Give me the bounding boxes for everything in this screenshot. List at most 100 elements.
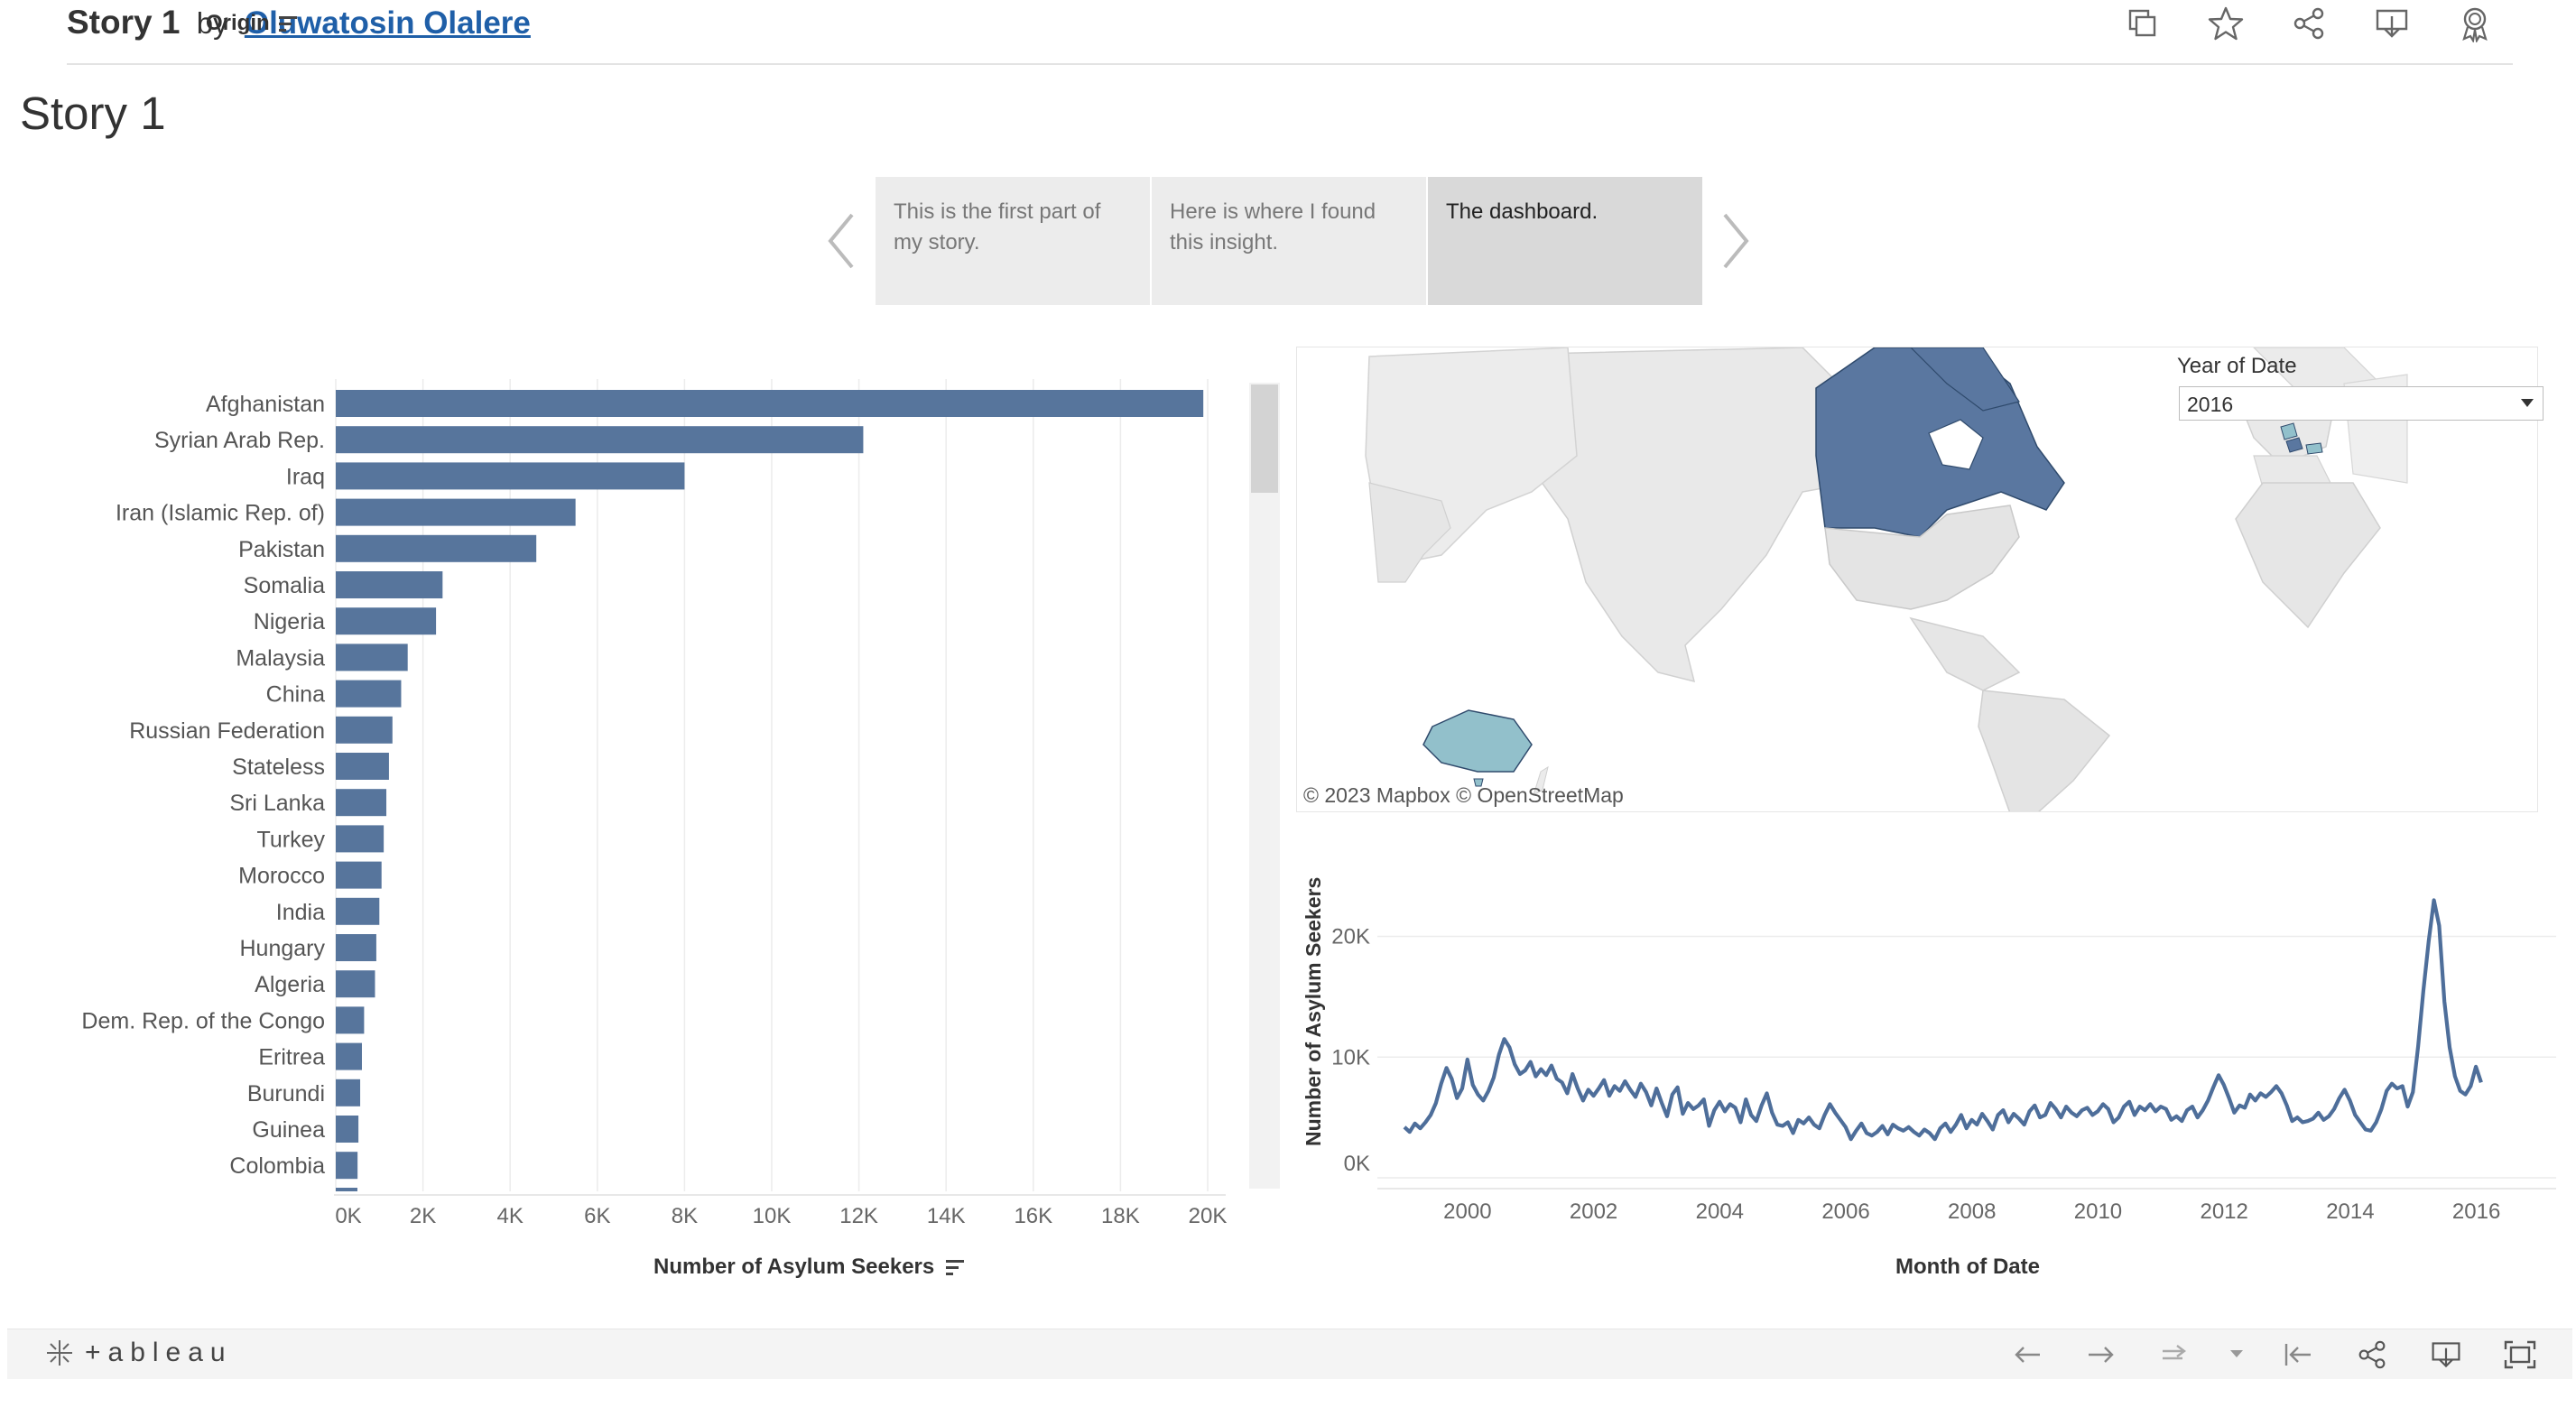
bar-category-label: Iraq bbox=[286, 464, 325, 489]
badge-icon[interactable] bbox=[2457, 4, 2493, 43]
fullscreen-icon[interactable] bbox=[2500, 1337, 2540, 1373]
undo-icon[interactable] bbox=[2007, 1337, 2047, 1373]
by-label: by bbox=[196, 6, 228, 40]
tableau-footer: +ableau bbox=[7, 1329, 2572, 1379]
bar-category-label: Malaysia bbox=[236, 645, 325, 671]
favorite-star-icon[interactable] bbox=[2208, 4, 2244, 43]
map-attribution[interactable]: © 2023 Mapbox © OpenStreetMap bbox=[1303, 783, 1624, 807]
bar-mark bbox=[336, 1079, 361, 1107]
bar-mark bbox=[336, 1006, 365, 1034]
share-icon[interactable] bbox=[2291, 4, 2327, 43]
origin-header-label: Origin bbox=[206, 11, 270, 35]
previous-story-point-button[interactable] bbox=[823, 209, 859, 273]
line-y-tick-label: 20K bbox=[1331, 925, 1370, 949]
bar-x-tick-label: 12K bbox=[839, 1204, 878, 1228]
bar-x-tick-label: 10K bbox=[753, 1204, 792, 1228]
bar-chart-scrollbar[interactable] bbox=[1249, 383, 1280, 1189]
bar-category-label: Burundi bbox=[247, 1081, 325, 1107]
bar-category-label: Hungary bbox=[240, 936, 326, 961]
year-filter-title: Year of Date bbox=[2177, 354, 2297, 378]
chevron-right-icon bbox=[1723, 213, 1749, 269]
bar-category-label: Russian Federation bbox=[129, 718, 325, 744]
share-icon[interactable] bbox=[2352, 1337, 2392, 1373]
story-point-2[interactable]: Here is where I found this insight. bbox=[1152, 177, 1426, 305]
chevron-left-icon bbox=[828, 213, 854, 269]
story-point-3[interactable]: The dashboard. bbox=[1428, 177, 1702, 305]
bar-mark bbox=[336, 716, 393, 744]
story-title: Story 1 bbox=[20, 88, 166, 139]
redo-icon[interactable] bbox=[2081, 1337, 2121, 1373]
bar-category-label: Turkey bbox=[257, 827, 326, 852]
line-x-tick-label: 2006 bbox=[1821, 1199, 1869, 1224]
line-x-tick-label: 2008 bbox=[1948, 1199, 1996, 1224]
bar-x-axis-title[interactable]: Number of Asylum Seekers bbox=[653, 1255, 966, 1280]
download-icon[interactable] bbox=[2426, 1337, 2466, 1373]
bar-x-tick-label: 18K bbox=[1101, 1204, 1140, 1228]
line-y-tick-label: 0K bbox=[1344, 1152, 1370, 1176]
line-y-axis-title: Number of Asylum Seekers bbox=[1302, 876, 1325, 1146]
bar-category-label: Sri Lanka bbox=[229, 791, 325, 816]
bar-x-tick-label: 0K bbox=[335, 1204, 361, 1228]
tableau-logo[interactable]: +ableau bbox=[43, 1337, 233, 1369]
bar-mark-partial bbox=[336, 1188, 357, 1191]
map-canvas[interactable] bbox=[1297, 347, 2538, 812]
bar-category-label: Somalia bbox=[244, 573, 325, 598]
bar-mark bbox=[336, 934, 376, 961]
tableau-logo-icon bbox=[47, 1340, 72, 1366]
footer-toolbar bbox=[2007, 1337, 2540, 1373]
bar-x-tick-label: 6K bbox=[584, 1204, 610, 1228]
header-bar: Story 1 by Oluwatosin Olalere bbox=[0, 0, 2576, 65]
bar-x-axis-label: Number of Asylum Seekers bbox=[653, 1255, 935, 1279]
download-icon[interactable] bbox=[2374, 4, 2410, 43]
sort-icon[interactable] bbox=[945, 1259, 966, 1277]
bar-x-tick-label: 4K bbox=[497, 1204, 524, 1228]
bar-chart-scroll-thumb[interactable] bbox=[1251, 384, 1278, 493]
bar-category-label: Afghanistan bbox=[206, 392, 325, 417]
line-x-tick-label: 2000 bbox=[1443, 1199, 1491, 1224]
bar-mark bbox=[336, 1152, 358, 1180]
copy-icon[interactable] bbox=[2125, 4, 2161, 43]
bar-x-tick-label: 20K bbox=[1189, 1204, 1228, 1228]
bar-mark bbox=[336, 607, 437, 635]
bar-category-label: Syrian Arab Rep. bbox=[154, 428, 325, 453]
bar-mark bbox=[336, 390, 1204, 417]
bar-category-label: Eritrea bbox=[258, 1045, 325, 1070]
workbook-title: Story 1 by Oluwatosin Olalere bbox=[67, 4, 531, 42]
line-x-tick-label: 2010 bbox=[2074, 1199, 2122, 1224]
bar-category-label: Pakistan bbox=[238, 537, 325, 562]
author-link[interactable]: Oluwatosin Olalere bbox=[244, 5, 531, 41]
top-toolbar bbox=[2125, 4, 2493, 43]
world-map[interactable] bbox=[1296, 347, 2538, 812]
bar-mark bbox=[336, 753, 389, 780]
revert-icon[interactable] bbox=[2155, 1337, 2195, 1373]
bar-mark bbox=[336, 1116, 359, 1143]
bar-x-tick-label: 16K bbox=[1014, 1204, 1052, 1228]
reset-icon[interactable] bbox=[2278, 1337, 2318, 1373]
bar-mark bbox=[336, 498, 576, 526]
bar-mark bbox=[336, 426, 864, 454]
asylum-seekers-line-chart: 0K 10K 20K 2000 2002 2004 2006 2008 2010 2012 2014… bbox=[1331, 898, 2556, 1224]
story-name: Story 1 bbox=[67, 4, 181, 41]
bar-mark bbox=[336, 1042, 362, 1070]
bar-mark bbox=[336, 825, 385, 853]
bar-mark bbox=[336, 462, 685, 490]
line-x-axis-title: Month of Date bbox=[1895, 1255, 2040, 1279]
bar-mark bbox=[336, 897, 380, 925]
bar-mark bbox=[336, 534, 537, 562]
next-story-point-button[interactable] bbox=[1718, 209, 1754, 273]
bar-category-label: Algeria bbox=[255, 972, 325, 997]
bar-x-tick-label: 2K bbox=[410, 1204, 436, 1228]
bar-mark bbox=[336, 571, 443, 598]
year-filter-value: 2016 bbox=[2187, 393, 2234, 416]
origin-header[interactable]: Origin bbox=[206, 11, 299, 36]
sort-icon[interactable] bbox=[279, 15, 299, 33]
origin-bar-chart: Afghanistan Syrian Arab Rep. Iraq Iran (Isl… bbox=[81, 379, 1228, 1228]
bar-category-label: Nigeria bbox=[254, 609, 325, 634]
bar-category-label: India bbox=[276, 900, 325, 925]
line-x-tick-label: 2016 bbox=[2452, 1199, 2500, 1224]
story-point-1[interactable]: This is the first part of my story. bbox=[876, 177, 1150, 305]
bar-mark bbox=[336, 789, 387, 817]
year-filter-dropdown[interactable]: 2016 bbox=[2179, 386, 2544, 421]
bar-category-label: Guinea bbox=[252, 1117, 325, 1143]
revert-menu-icon[interactable] bbox=[2229, 1337, 2244, 1373]
